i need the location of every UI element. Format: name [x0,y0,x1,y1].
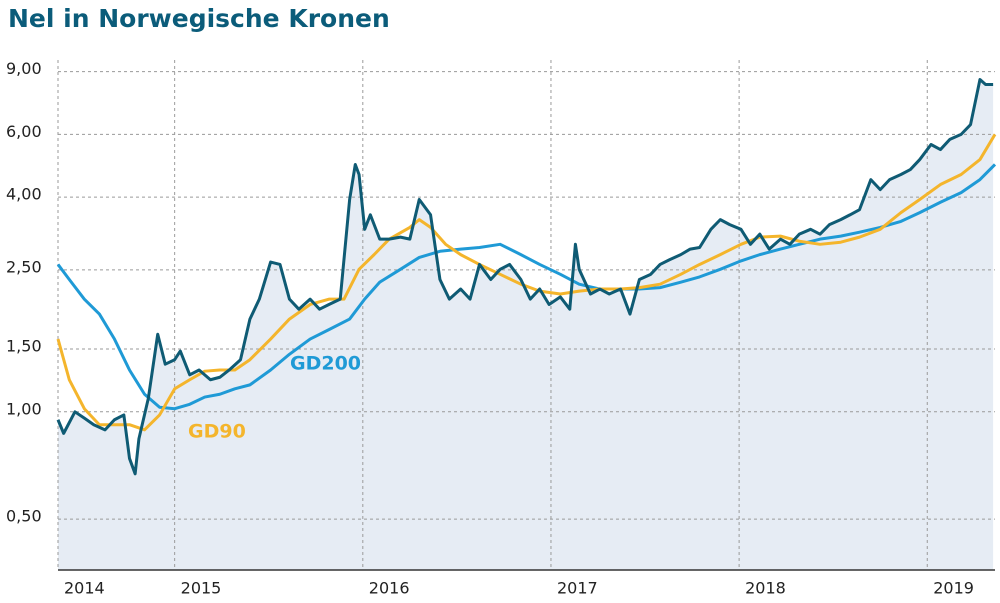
line [56,163,997,411]
x-tick-label: 2017 [557,579,598,598]
y-tick-label: 1,00 [6,399,42,418]
x-tick-label: 2015 [181,579,222,598]
x-tick-label: 2016 [369,579,410,598]
y-tick-label: 1,50 [6,337,42,356]
y-tick-label: 6,00 [6,122,42,141]
x-tick-label: 2018 [745,579,786,598]
y-tick-label: 0,50 [6,507,42,526]
area [58,79,994,571]
x-tick-label: 2019 [933,579,974,598]
line [56,78,994,476]
y-tick-label: 9,00 [6,59,42,78]
x-tick-label: 2014 [64,579,105,598]
series-label: GD200 [290,353,361,375]
y-tick-label: 2,50 [6,257,42,276]
chart-title: Nel in Norwegische Kronen [8,4,390,33]
series-label: GD90 [188,421,246,443]
y-tick-label: 4,00 [6,185,42,204]
line [56,133,997,432]
